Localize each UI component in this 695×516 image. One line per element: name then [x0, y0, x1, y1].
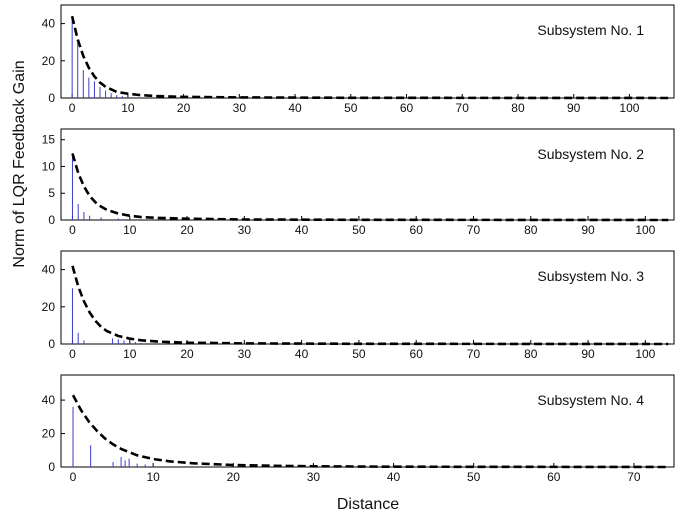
x-tick-label: 20: [177, 101, 191, 115]
x-tick-label: 30: [233, 101, 247, 115]
y-tick-label: 15: [42, 133, 56, 147]
y-tick-label: 40: [42, 393, 56, 407]
x-tick-label: 40: [288, 101, 302, 115]
y-axis-title: Norm of LQR Feedback Gain: [11, 60, 28, 267]
x-tick-label: 0: [69, 223, 76, 237]
x-tick-label: 50: [344, 101, 358, 115]
x-tick-label: 10: [123, 223, 137, 237]
x-tick-label: 10: [146, 470, 160, 484]
y-tick-label: 20: [42, 54, 56, 68]
x-tick-label: 30: [307, 470, 321, 484]
y-tick-label: 0: [48, 337, 55, 351]
y-tick-label: 0: [48, 213, 55, 227]
panel-title: Subsystem No. 1: [537, 22, 644, 38]
x-tick-label: 90: [581, 347, 595, 361]
x-tick-label: 80: [511, 101, 525, 115]
y-tick-label: 0: [48, 460, 55, 474]
x-tick-label: 20: [227, 470, 241, 484]
panel-4: 0 10 20 30 40 50 60 70 0 20 40 Subsystem No. 4: [42, 374, 675, 484]
panel-1: 0 10 20 30 40 50 60 70 80 90 100 0 20 40 Subsystem No.…: [42, 4, 675, 115]
x-tick-label: 40: [295, 223, 309, 237]
x-tick-label: 90: [567, 101, 581, 115]
y-tick-label: 0: [48, 91, 55, 105]
y-tick-label: 20: [42, 427, 56, 441]
x-tick-label: 0: [70, 470, 77, 484]
envelope-line: [71, 265, 669, 346]
x-tick-label: 100: [619, 101, 639, 115]
x-tick-label: 90: [581, 223, 595, 237]
y-tick-label: 20: [42, 300, 56, 314]
x-tick-label: 0: [69, 101, 76, 115]
x-tick-label: 10: [121, 101, 135, 115]
panel-title: Subsystem No. 4: [537, 392, 644, 408]
x-tick-label: 30: [238, 347, 252, 361]
y-tick-label: 5: [48, 186, 55, 200]
x-tick-label: 50: [352, 223, 366, 237]
x-tick-label: 20: [180, 347, 194, 361]
x-tick-label: 80: [524, 347, 538, 361]
x-axis-title: Distance: [337, 496, 399, 513]
x-tick-label: 20: [180, 223, 194, 237]
x-tick-label: 10: [123, 347, 137, 361]
x-tick-label: 0: [69, 347, 76, 361]
panel-3: 0 10 20 30 40 50 60 70 80 90 100 0 20 40 Subsystem No.…: [42, 250, 675, 361]
x-tick-label: 60: [410, 347, 424, 361]
x-tick-label: 100: [635, 223, 655, 237]
x-tick-label: 70: [467, 223, 481, 237]
x-tick-label: 70: [467, 347, 481, 361]
x-tick-label: 40: [387, 470, 401, 484]
plot-frame: [60, 128, 675, 221]
panel-2: 0 10 20 30 40 50 60 70 80 90 100 0 5 10 15 Subsystem No…: [42, 128, 675, 237]
envelope-line: [71, 394, 667, 469]
x-tick-label: 80: [524, 223, 538, 237]
x-tick-label: 60: [547, 470, 561, 484]
x-tick-label: 100: [635, 347, 655, 361]
x-tick-label: 70: [456, 101, 470, 115]
panel-title: Subsystem No. 3: [537, 268, 644, 284]
x-tick-label: 60: [410, 223, 424, 237]
x-tick-label: 50: [467, 470, 481, 484]
x-tick-label: 30: [238, 223, 252, 237]
y-tick-label: 10: [42, 159, 56, 173]
envelope-line: [71, 153, 669, 222]
y-tick-label: 40: [42, 263, 56, 277]
x-tick-label: 40: [295, 347, 309, 361]
envelope-line: [70, 15, 669, 100]
plot-frame: [60, 250, 675, 345]
plot-frame: [60, 374, 675, 468]
plot-frame: [60, 4, 675, 99]
y-tick-label: 40: [42, 17, 56, 31]
panel-title: Subsystem No. 2: [537, 146, 644, 162]
x-tick-label: 70: [627, 470, 641, 484]
x-tick-label: 60: [400, 101, 414, 115]
x-tick-label: 50: [352, 347, 366, 361]
